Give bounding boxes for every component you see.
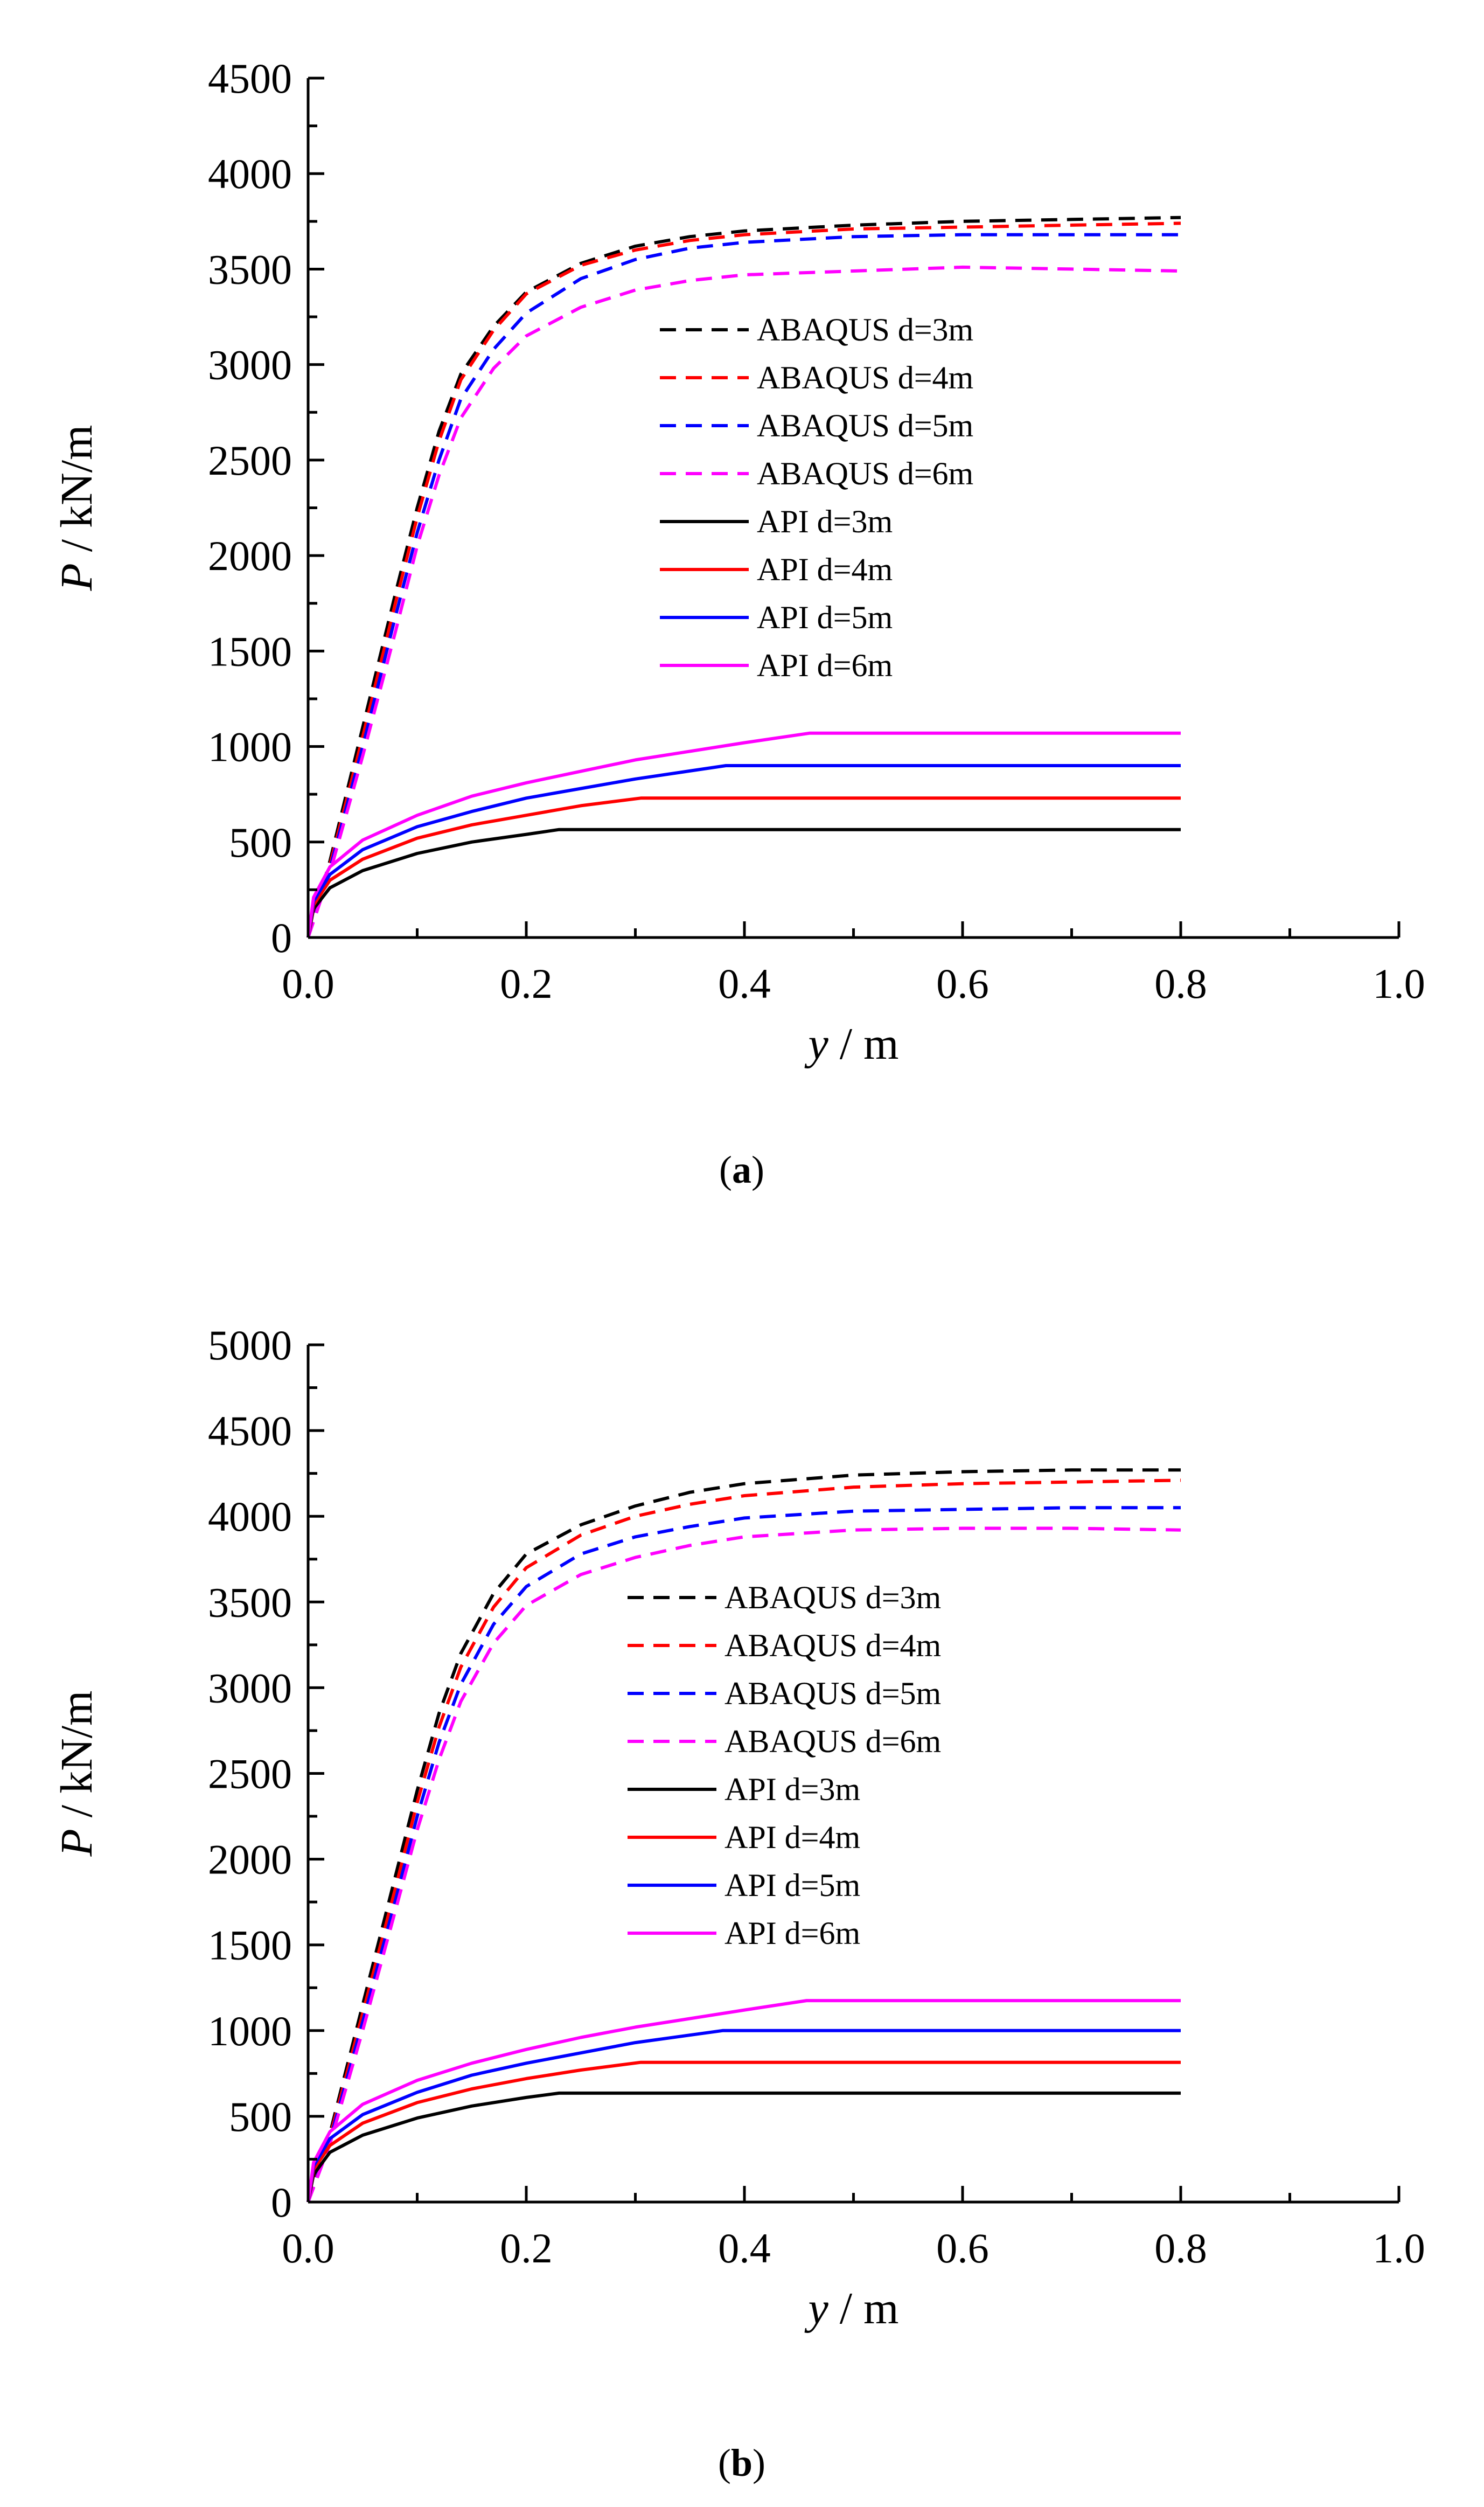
y-tick-label: 500 bbox=[229, 819, 292, 866]
series-line-6 bbox=[306, 764, 1181, 938]
x-tick-label: 0.6 bbox=[936, 2225, 989, 2272]
y-tick-label: 1000 bbox=[208, 2008, 292, 2054]
caption-label: a bbox=[732, 1148, 751, 1191]
y-tick-label: 2500 bbox=[208, 1751, 292, 1797]
legend-label-6: API d=5m bbox=[757, 600, 893, 635]
legend-label-2: ABAQUS d=5m bbox=[757, 408, 973, 443]
chart-a: 0 500 1000 1500 2000 2500 3000 3500 4000 4500 0.0 0… bbox=[52, 55, 1425, 1191]
legend-label-1: ABAQUS d=4m bbox=[724, 1628, 941, 1663]
series-line-5 bbox=[306, 796, 1181, 938]
x-tick-label: 0.8 bbox=[1154, 2225, 1207, 2272]
y-axis-title: P / kN/m bbox=[52, 1691, 102, 1857]
legend-label-0: ABAQUS d=3m bbox=[724, 1580, 941, 1615]
y-tick-label: 1500 bbox=[208, 1922, 292, 1969]
caption-close: ) bbox=[751, 1148, 764, 1191]
y-axis-title: P / kN/m bbox=[52, 425, 102, 592]
x-tick-label: 0.4 bbox=[718, 960, 771, 1007]
legend-label-1: ABAQUS d=4m bbox=[757, 360, 973, 395]
x-tick-label: 1.0 bbox=[1372, 2225, 1425, 2272]
y-tick-label: 3000 bbox=[208, 342, 292, 388]
legend-label-7: API d=6m bbox=[757, 648, 893, 683]
series-line-6 bbox=[306, 2029, 1181, 2203]
x-tick-label: 0.2 bbox=[500, 960, 553, 1007]
series-line-0 bbox=[306, 216, 1181, 938]
caption-open: ( bbox=[719, 1148, 732, 1191]
y-tick-label: 500 bbox=[229, 2093, 292, 2140]
legend-label-0: ABAQUS d=3m bbox=[757, 312, 973, 348]
y-tick-label: 1500 bbox=[208, 628, 292, 675]
y-tick-label: 0 bbox=[271, 2179, 292, 2226]
series-line-4 bbox=[306, 828, 1181, 938]
panel-caption: (b) bbox=[718, 2441, 765, 2484]
y-tick-label: 3000 bbox=[208, 1664, 292, 1711]
legend-label-7: API d=6m bbox=[724, 1915, 860, 1951]
y-tick-label: 0 bbox=[271, 914, 292, 961]
y-tick-label: 4000 bbox=[208, 1493, 292, 1540]
x-tick-label: 0.0 bbox=[282, 2225, 335, 2272]
y-tick-label: 3500 bbox=[208, 246, 292, 293]
legend-label-5: API d=4m bbox=[724, 1820, 860, 1855]
x-axis-unit: / m bbox=[828, 2283, 899, 2334]
x-axis-title: y / m bbox=[804, 2283, 899, 2334]
x-tick-label: 1.0 bbox=[1372, 960, 1425, 1007]
x-axis-title: y / m bbox=[804, 1019, 899, 1069]
y-tick-label: 4500 bbox=[208, 55, 292, 102]
series-line-1 bbox=[306, 1478, 1181, 2203]
y-tick-label: 5000 bbox=[208, 1322, 292, 1369]
x-tick-label: 0.4 bbox=[718, 2225, 771, 2272]
caption-open: ( bbox=[718, 2441, 731, 2484]
series-line-2 bbox=[306, 233, 1181, 938]
legend-label-3: ABAQUS d=6m bbox=[724, 1724, 941, 1759]
x-axis-var: y bbox=[804, 1019, 829, 1069]
panel-caption: (a) bbox=[719, 1148, 764, 1191]
x-axis-unit: / m bbox=[828, 1019, 899, 1069]
x-axis-var: y bbox=[804, 2283, 829, 2334]
series-line-1 bbox=[306, 221, 1181, 938]
chart-b: 0 500 1000 1500 2000 2500 3000 3500 4000 4500 5000… bbox=[52, 1322, 1425, 2484]
x-tick-label: 0.8 bbox=[1154, 960, 1207, 1007]
legend-label-5: API d=4m bbox=[757, 552, 893, 587]
y-tick-label: 3500 bbox=[208, 1579, 292, 1626]
caption-label: b bbox=[731, 2441, 753, 2484]
series-line-5 bbox=[306, 2060, 1181, 2203]
caption-close: ) bbox=[753, 2441, 765, 2484]
series-line-7 bbox=[306, 1999, 1181, 2203]
legend-label-4: API d=3m bbox=[757, 504, 893, 539]
x-tick-label: 0.0 bbox=[282, 960, 335, 1007]
y-axis-var: P bbox=[52, 1829, 102, 1857]
legend-label-4: API d=3m bbox=[724, 1772, 860, 1807]
series-line-2 bbox=[306, 1506, 1181, 2203]
y-axis-unit: / kN/m bbox=[52, 425, 102, 564]
legend: ABAQUS d=3m ABAQUS d=4m ABAQUS d=5m ABAQUS … bbox=[660, 312, 973, 683]
y-tick-label: 1000 bbox=[208, 724, 292, 770]
y-tick-label: 4500 bbox=[208, 1407, 292, 1454]
y-axis-var: P bbox=[52, 563, 102, 591]
y-tick-label: 2000 bbox=[208, 1836, 292, 1883]
x-tick-label: 0.6 bbox=[936, 960, 989, 1007]
series-line-3 bbox=[306, 1526, 1181, 2203]
legend-label-6: API d=5m bbox=[724, 1867, 860, 1903]
y-tick-label: 4000 bbox=[208, 150, 292, 197]
legend: ABAQUS d=3m ABAQUS d=4m ABAQUS d=5m ABAQUS … bbox=[628, 1580, 941, 1951]
series-line-7 bbox=[306, 731, 1181, 938]
series-line-0 bbox=[306, 1468, 1181, 2203]
y-tick-label: 2500 bbox=[208, 437, 292, 484]
legend-label-2: ABAQUS d=5m bbox=[724, 1676, 941, 1711]
series-line-3 bbox=[306, 265, 1181, 938]
series-line-4 bbox=[306, 2091, 1181, 2203]
x-tick-label: 0.2 bbox=[500, 2225, 553, 2272]
y-axis-unit: / kN/m bbox=[52, 1691, 102, 1829]
y-tick-label: 2000 bbox=[208, 532, 292, 579]
legend-label-3: ABAQUS d=6m bbox=[757, 456, 973, 491]
